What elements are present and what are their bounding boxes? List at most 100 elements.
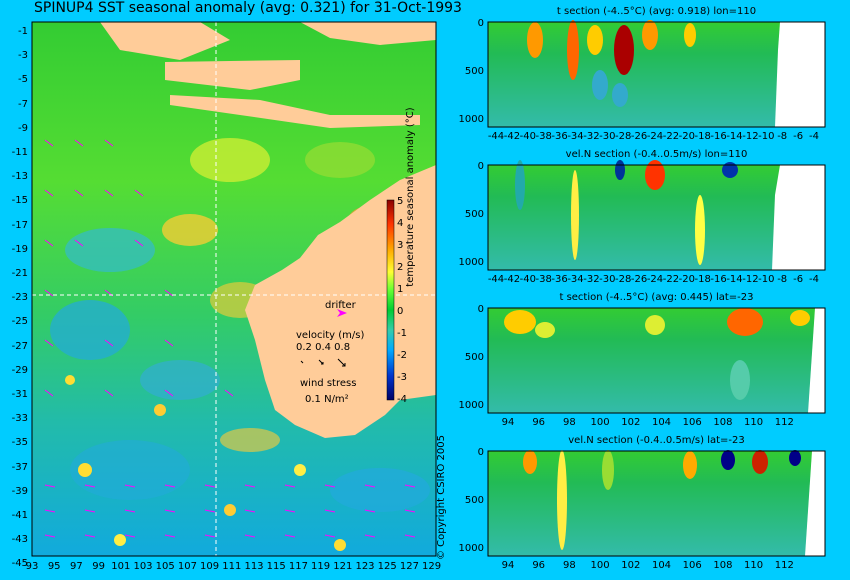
- section-x-tick-label: -10: [758, 131, 775, 142]
- lon-tick-label: 111: [222, 561, 242, 572]
- depth-tick-label: 1000: [458, 543, 484, 554]
- lon-tick-label: 121: [333, 561, 353, 572]
- colorbar-tick-label: 0: [397, 306, 404, 317]
- colorbar-tick-label: -3: [397, 372, 407, 383]
- wind-vectors: [44, 139, 416, 538]
- section-x-tick-label: -30: [599, 131, 616, 142]
- section-x-tick-label: -26: [630, 274, 648, 285]
- section-x-tick-label: -8: [777, 274, 788, 285]
- lon-tick-label: 123: [355, 561, 375, 572]
- section-x-tick-label: 100: [590, 560, 610, 571]
- drifter-label: drifter: [325, 300, 356, 311]
- lon-tick-label: 97: [70, 561, 83, 572]
- lon-tick-label: 125: [377, 561, 397, 572]
- lon-tick-label: 95: [47, 561, 61, 572]
- lon-tick-label: 107: [177, 561, 197, 572]
- section-x-tick-label: 98: [563, 417, 576, 428]
- section-x-tick-label: -14: [726, 274, 743, 285]
- section-x-tick-label: 112: [774, 560, 794, 571]
- section-x-tick-label: -22: [662, 274, 680, 285]
- lat-tick-label: -23: [11, 292, 28, 304]
- section-x-tick-label: -8: [777, 131, 788, 142]
- lat-tick-label: -7: [18, 98, 28, 110]
- section-x-tick-label: -22: [662, 131, 680, 142]
- wind-stress-title: wind stress: [300, 378, 357, 389]
- section-x-tick-label: 94: [501, 560, 515, 571]
- section-x-tick-label: -6: [793, 131, 804, 142]
- section-x-tick-label: -34: [567, 274, 584, 285]
- lat-tick-label: -25: [11, 316, 28, 328]
- depth-tick-label: 1000: [458, 400, 484, 411]
- section-x-tick-label: -24: [646, 274, 664, 285]
- colorbar-tick-label: -4: [397, 394, 407, 405]
- lon-tick-label: 103: [133, 561, 153, 572]
- section-x-tick-label: 108: [713, 560, 733, 571]
- section-title: vel.N section (-0.4..0.5m/s) lon=110: [565, 149, 748, 160]
- section-x-tick-label: -38: [535, 131, 552, 142]
- map-frame: [31, 21, 437, 557]
- colorbar-tick-label: 1: [397, 284, 404, 295]
- lat-tick-label: -1: [18, 26, 28, 37]
- land-java: [165, 60, 300, 90]
- section-x-tick-label: 98: [563, 560, 576, 571]
- section-x-tick-label: -28: [615, 274, 632, 285]
- lat-tick-label: -21: [11, 268, 28, 279]
- lat-tick-label: -39: [11, 485, 28, 497]
- section-title: t section (-4..5°C) (avg: 0.918) lon=110: [556, 6, 757, 17]
- drifter-marker: [337, 309, 347, 317]
- land-lesser-sunda: [170, 95, 420, 128]
- section-x-tick-label: 100: [590, 417, 610, 428]
- depth-tick-label: 1000: [458, 257, 484, 268]
- sst-map: [31, 21, 437, 557]
- depth-tick-label: 0: [477, 18, 484, 29]
- lon-tick-label: 101: [111, 561, 131, 572]
- section-x-tick-label: -12: [742, 274, 759, 285]
- lat-tick-label: -45: [11, 558, 28, 570]
- section-panel-1: [487, 20, 826, 128]
- section-x-tick-label: -36: [551, 274, 568, 285]
- depth-tick-label: 500: [464, 209, 484, 220]
- lat-tick-label: -31: [11, 389, 28, 400]
- lon-tick-label: 105: [155, 561, 175, 572]
- section-x-tick-label: 110: [744, 560, 764, 571]
- section-x-tick-label: -6: [793, 274, 804, 285]
- section-x-tick-label: -28: [615, 131, 632, 142]
- section-x-tick-label: 106: [682, 560, 702, 571]
- section-x-tick-label: -44: [487, 131, 505, 142]
- section-x-tick-label: -40: [519, 131, 536, 142]
- lat-tick-label: -5: [18, 74, 28, 86]
- lon-tick-label: 109: [200, 561, 220, 572]
- lat-tick-label: -27: [11, 340, 28, 352]
- section-x-tick-label: -38: [535, 274, 552, 285]
- colorbar-tick-label: 2: [397, 262, 404, 273]
- section-x-tick-label: -4: [809, 131, 819, 142]
- lon-tick-label: 129: [422, 561, 442, 572]
- colorbar-tick-label: -1: [397, 328, 407, 339]
- lat-tick-label: -43: [11, 534, 28, 546]
- section-x-tick-label: 110: [744, 417, 764, 428]
- section-x-tick-label: -4: [809, 274, 819, 285]
- sst-anomaly-features: [50, 138, 430, 551]
- section-x-tick-label: 106: [682, 417, 702, 428]
- lon-tick-label: 99: [92, 561, 105, 572]
- section-x-tick-label: 104: [651, 560, 672, 571]
- lon-tick-label: 113: [244, 561, 264, 572]
- lat-tick-label: -17: [11, 219, 28, 231]
- section-x-tick-label: -18: [694, 131, 711, 142]
- section-x-tick-label: -42: [503, 131, 521, 142]
- colorbar: [386, 199, 395, 401]
- section-x-tick-label: -24: [646, 131, 664, 142]
- section-x-tick-label: 104: [651, 417, 672, 428]
- section-x-tick-label: 96: [532, 417, 546, 428]
- section-x-tick-label: -16: [710, 274, 727, 285]
- lon-tick-label: 117: [288, 561, 308, 572]
- land-borneo: [300, 22, 436, 45]
- lon-tick-label: 119: [311, 561, 331, 572]
- section-x-tick-label: 102: [621, 417, 641, 428]
- depth-tick-label: 500: [464, 66, 484, 77]
- depth-tick-label: 0: [477, 304, 484, 315]
- section-title: t section (-4..5°C) (avg: 0.445) lat=-23: [559, 292, 754, 303]
- section-panel-3: [487, 307, 826, 414]
- copyright: © Copyright CSIRO 2005: [436, 435, 447, 560]
